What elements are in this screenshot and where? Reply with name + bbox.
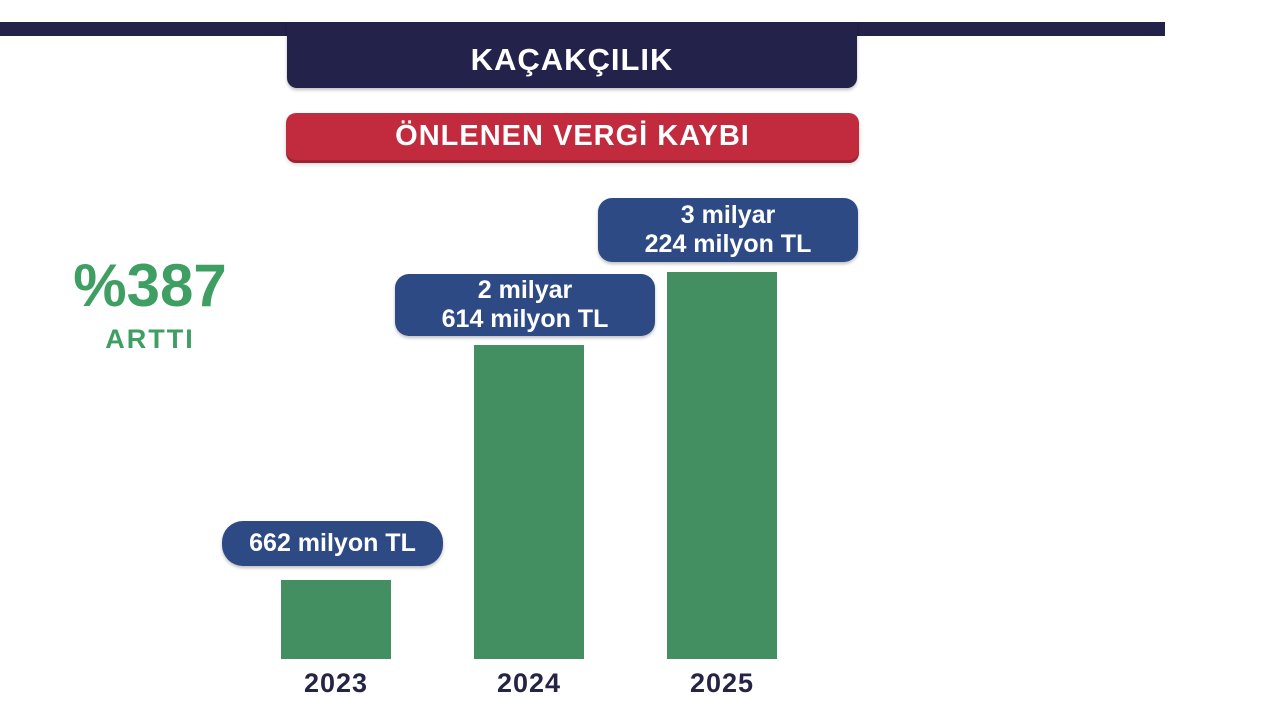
subtitle-banner: ÖNLENEN VERGİ KAYBI <box>286 113 859 160</box>
value-callout-line: 2 milyar <box>477 275 573 304</box>
year-label-2023: 2023 <box>303 668 369 698</box>
year-label-2025: 2025 <box>689 668 755 698</box>
value-callout-line: 224 milyon TL <box>644 230 812 258</box>
increase-percent: %387 <box>73 252 227 319</box>
value-callout-2023: 662 milyon TL <box>222 521 443 566</box>
increase-highlight: %387 ARTTI <box>50 256 250 355</box>
bar-2025 <box>667 272 777 659</box>
bar-2024 <box>474 345 584 659</box>
page-subtitle: ÖNLENEN VERGİ KAYBI <box>395 120 750 152</box>
bar-2023 <box>281 580 391 659</box>
page-title: KAÇAKÇILIK <box>470 42 674 77</box>
value-callout-line: 662 milyon TL <box>249 528 416 557</box>
year-label-2024: 2024 <box>496 668 562 698</box>
value-callout-line: 3 milyar <box>680 200 776 229</box>
increase-caption: ARTTI <box>105 324 195 354</box>
title-banner: KAÇAKÇILIK <box>287 22 857 88</box>
value-callout-2025: 3 milyar 224 milyon TL <box>598 198 858 262</box>
value-callout-line: 614 milyon TL <box>441 305 609 333</box>
value-callout-2024: 2 milyar 614 milyon TL <box>395 274 655 336</box>
